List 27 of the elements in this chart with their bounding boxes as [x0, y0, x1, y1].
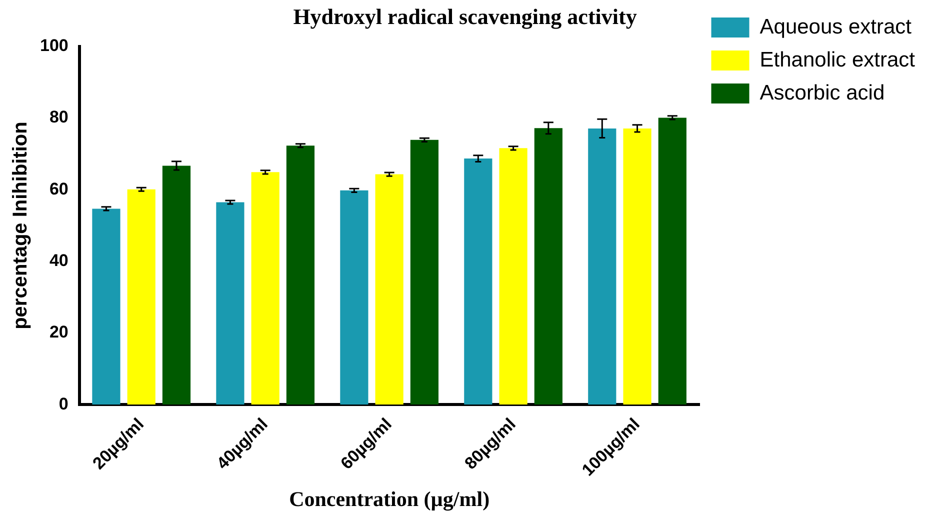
y-tick-label: 100 — [40, 36, 68, 56]
y-tick-label: 0 — [58, 394, 68, 414]
bar — [216, 202, 244, 405]
bar — [464, 158, 492, 405]
bar — [162, 166, 191, 405]
bar — [127, 189, 156, 405]
y-tick-label: 80 — [49, 108, 68, 127]
bar — [534, 128, 562, 405]
y-tick-label: 20 — [49, 322, 68, 342]
bar — [286, 146, 315, 405]
bar — [588, 128, 616, 405]
legend-label: Ascorbic acid — [760, 81, 885, 104]
y-tick-label: 60 — [49, 179, 68, 198]
legend-label: Aqueous extract — [760, 15, 912, 38]
bar — [251, 172, 280, 405]
legend-label: Ethanolic extract — [760, 48, 916, 72]
y-axis-title: percentage Inihibition — [10, 122, 32, 330]
y-tick-label: 40 — [49, 251, 68, 270]
bar — [658, 118, 686, 405]
bar — [623, 128, 652, 405]
x-axis-title: Concentration (µg/ml) — [289, 486, 490, 511]
bar — [92, 208, 120, 405]
chart-title: Hydroxyl radical scavenging activity — [293, 4, 637, 29]
bar — [499, 148, 528, 405]
bar — [375, 174, 404, 405]
bar — [340, 190, 368, 405]
bar — [410, 140, 438, 405]
